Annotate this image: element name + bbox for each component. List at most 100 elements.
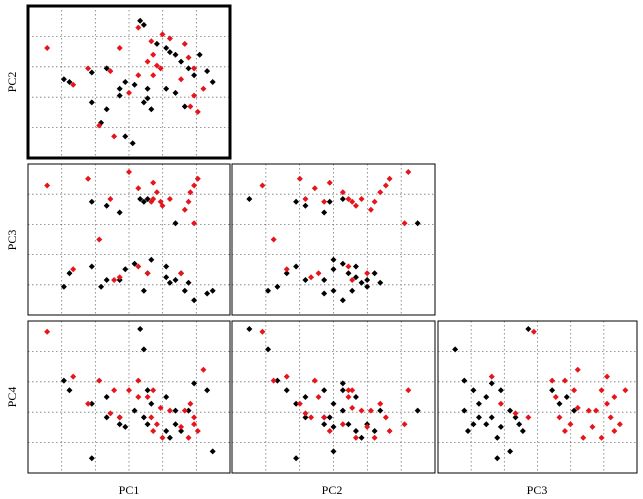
- data-point-group-1: [129, 140, 136, 147]
- data-point-group-1: [209, 448, 216, 455]
- data-point-group-2: [371, 198, 378, 205]
- data-point-group-2: [194, 175, 201, 182]
- data-point-group-2: [135, 185, 142, 192]
- data-point-group-1: [137, 326, 144, 332]
- data-point-group-1: [339, 387, 346, 394]
- data-point-group-1: [148, 256, 155, 263]
- data-point-group-2: [367, 407, 374, 414]
- data-point-group-1: [137, 196, 144, 202]
- data-point-group-2: [194, 108, 201, 115]
- data-point-group-2: [150, 428, 157, 434]
- data-point-group-2: [187, 189, 194, 196]
- data-point-group-1: [345, 270, 352, 277]
- data-point-group-2: [571, 387, 578, 394]
- data-point-group-2: [44, 328, 51, 335]
- data-point-group-2: [270, 377, 277, 384]
- data-point-group-2: [549, 377, 556, 384]
- data-point-group-1: [122, 79, 129, 85]
- data-point-group-1: [326, 414, 333, 421]
- data-point-group-1: [88, 69, 95, 76]
- data-point-group-1: [339, 196, 346, 202]
- data-point-group-2: [386, 428, 393, 434]
- data-point-group-2: [308, 274, 315, 281]
- column-label-pc3: PC3: [527, 483, 548, 497]
- data-point-group-1: [470, 387, 477, 394]
- data-point-group-1: [172, 51, 179, 58]
- data-point-group-1: [339, 380, 346, 387]
- panel-pc3-vs-pc1-points: [44, 169, 216, 304]
- data-point-group-2: [574, 366, 581, 373]
- data-point-group-1: [352, 394, 359, 400]
- data-point-group-1: [185, 65, 192, 72]
- data-point-group-2: [159, 202, 166, 209]
- data-point-group-2: [598, 434, 605, 441]
- data-point-group-1: [483, 421, 490, 428]
- data-point-group-1: [461, 407, 468, 414]
- data-point-group-2: [44, 182, 51, 189]
- row-label-pc2: PC2: [5, 72, 19, 93]
- data-point-group-2: [358, 196, 365, 202]
- data-point-group-2: [150, 72, 157, 79]
- data-point-group-2: [364, 423, 371, 430]
- data-point-group-1: [204, 290, 211, 297]
- data-point-group-1: [371, 270, 378, 277]
- data-point-group-1: [265, 287, 272, 294]
- data-point-group-1: [144, 95, 151, 102]
- data-point-group-2: [135, 394, 142, 400]
- data-point-group-2: [339, 189, 346, 196]
- data-point-group-1: [321, 290, 328, 297]
- data-point-group-1: [293, 400, 300, 407]
- data-point-group-2: [364, 270, 371, 277]
- data-point-group-2: [352, 434, 359, 441]
- data-point-group-1: [116, 421, 123, 428]
- data-point-group-2: [270, 236, 277, 243]
- data-point-group-2: [111, 277, 118, 283]
- data-point-group-1: [166, 49, 173, 56]
- data-point-group-2: [111, 387, 118, 394]
- data-point-group-1: [60, 76, 67, 83]
- data-point-group-2: [401, 220, 408, 227]
- panel-border: [231, 163, 436, 316]
- data-point-group-1: [140, 99, 147, 106]
- data-point-group-2: [185, 434, 192, 441]
- data-point-group-1: [512, 414, 519, 421]
- data-point-group-1: [172, 421, 179, 428]
- data-point-group-2: [153, 189, 160, 196]
- data-point-group-2: [525, 414, 532, 421]
- data-point-group-2: [96, 236, 103, 243]
- data-point-group-2: [191, 182, 198, 189]
- data-point-group-1: [103, 277, 110, 283]
- data-point-group-2: [497, 400, 504, 407]
- data-point-group-2: [622, 387, 629, 394]
- data-point-group-1: [172, 277, 179, 283]
- data-point-group-2: [116, 274, 123, 281]
- data-point-group-1: [116, 209, 123, 216]
- data-point-group-2: [148, 38, 155, 45]
- data-point-group-1: [414, 407, 421, 414]
- data-point-group-2: [191, 65, 198, 72]
- data-point-group-1: [483, 394, 490, 400]
- panel-pc4-vs-pc3-points: [452, 326, 629, 462]
- data-point-group-2: [616, 421, 623, 428]
- data-point-group-2: [296, 175, 303, 182]
- data-point-group-1: [204, 387, 211, 394]
- data-point-group-2: [377, 189, 384, 196]
- data-point-group-1: [507, 407, 514, 414]
- data-point-group-1: [494, 455, 501, 462]
- data-point-group-2: [589, 423, 596, 430]
- data-point-group-2: [386, 175, 393, 182]
- data-point-group-1: [191, 72, 198, 79]
- data-point-group-2: [377, 400, 384, 407]
- data-point-group-2: [144, 58, 151, 65]
- data-point-group-1: [321, 421, 328, 428]
- data-point-group-2: [185, 198, 192, 205]
- data-point-group-1: [358, 434, 365, 441]
- data-point-group-1: [302, 414, 309, 421]
- data-point-group-1: [103, 65, 110, 72]
- data-point-group-2: [574, 404, 581, 411]
- data-point-group-2: [191, 421, 198, 428]
- data-point-group-1: [172, 89, 179, 96]
- data-point-group-2: [552, 394, 559, 400]
- data-point-group-2: [191, 414, 198, 421]
- panel-pc4-vs-pc1-points: [44, 326, 216, 462]
